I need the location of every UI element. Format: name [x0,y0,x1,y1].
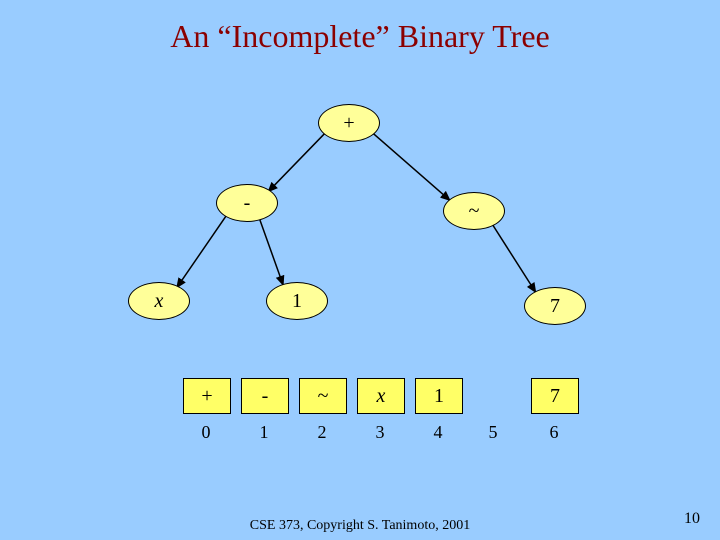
tree-node-one: 1 [266,282,328,320]
array-index-2: 2 [299,422,345,443]
slide-title: An “Incomplete” Binary Tree [0,18,720,55]
array-cell-1: - [241,378,289,414]
page-number: 10 [684,510,700,528]
array-index-1: 1 [241,422,287,443]
tree-node-root: + [318,104,380,142]
slide-footer: CSE 373, Copyright S. Tanimoto, 2001 [0,518,720,534]
tree-node-tilde: ~ [443,192,505,230]
tree-node-minus: - [216,184,278,222]
array-cell-3: x [357,378,405,414]
array-cell-6: 7 [531,378,579,414]
tree-node-seven: 7 [524,287,586,325]
array-index-5: 5 [483,422,503,443]
array-index-6: 6 [531,422,577,443]
array-cell-4: 1 [415,378,463,414]
array-cell-0: + [183,378,231,414]
tree-node-x: x [128,282,190,320]
array-cell-2: ~ [299,378,347,414]
tree-edges [0,0,720,540]
array-index-0: 0 [183,422,229,443]
array-index-4: 4 [415,422,461,443]
array-index-3: 3 [357,422,403,443]
